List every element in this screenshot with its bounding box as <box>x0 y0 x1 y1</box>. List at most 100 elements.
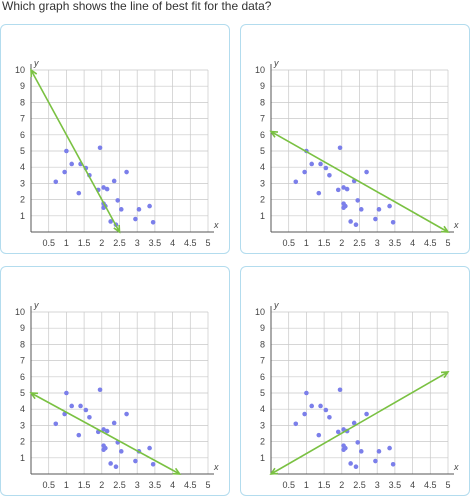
data-point <box>76 190 82 196</box>
data-point <box>133 216 138 222</box>
y-axis-label: y <box>33 58 39 68</box>
x-tick-label: 1.5 <box>318 238 331 248</box>
data-point <box>343 203 348 209</box>
data-point <box>115 198 121 203</box>
data-point <box>64 390 69 396</box>
x-tick-label: 1 <box>304 480 309 490</box>
y-axis-label: y <box>33 300 39 310</box>
x-tick-label: 0.5 <box>282 480 295 490</box>
fit-line-arrowhead <box>440 371 450 379</box>
answer-option-4[interactable]: 0.5 1 1.5 2 2.5 3 3.5 4 4.5 5 1 2 3 4 5 6 7 8 9 10 x y <box>240 266 470 496</box>
y-tick-label: 1 <box>260 453 265 463</box>
data-point <box>111 420 117 426</box>
x-tick-label: 2.5 <box>353 238 366 248</box>
y-tick-label: 4 <box>260 162 265 172</box>
scatter-plot-3: 0.5 1 1.5 2 2.5 3 3.5 4 4.5 5 1 2 3 4 5 6 7 8 9 10 x y <box>15 300 219 490</box>
data-point <box>147 203 152 209</box>
fit-line-arrowhead <box>440 225 450 233</box>
answer-option-2[interactable]: 0.5 1 1.5 2 2.5 3 3.5 4 4.5 5 1 2 3 4 5 6 7 8 9 10 x y <box>240 24 470 254</box>
x-tick-label: 5 <box>205 238 210 248</box>
y-tick-label: 1 <box>20 211 25 221</box>
y-tick-label: 6 <box>20 372 25 382</box>
data-point <box>111 178 117 184</box>
y-tick-label: 4 <box>20 404 25 414</box>
x-tick-label: 4 <box>170 480 175 490</box>
data-point <box>316 190 322 196</box>
data-point <box>390 461 396 467</box>
y-tick-label: 2 <box>260 195 265 205</box>
y-tick-label: 5 <box>260 146 265 156</box>
data-point <box>150 219 156 225</box>
y-tick-label: 9 <box>20 81 25 91</box>
data-point <box>337 387 343 393</box>
fit-line-arrowhead <box>269 467 279 475</box>
y-tick-label: 7 <box>260 356 265 366</box>
data-point <box>118 449 124 454</box>
y-tick-label: 10 <box>15 65 25 75</box>
x-tick-label: 3 <box>375 480 380 490</box>
data-point <box>293 179 299 185</box>
fit-line-arrowhead <box>30 68 38 78</box>
scatter-plot-4: 0.5 1 1.5 2 2.5 3 3.5 4 4.5 5 1 2 3 4 5 6 7 8 9 10 x y <box>255 300 459 490</box>
y-tick-label: 7 <box>260 114 265 124</box>
x-tick-label: 1.5 <box>78 238 91 248</box>
x-tick-label: 5 <box>205 480 210 490</box>
y-tick-label: 7 <box>20 356 25 366</box>
data-point <box>387 203 392 209</box>
x-tick-label: 3.5 <box>149 480 162 490</box>
data-point <box>69 403 75 409</box>
data-point <box>147 445 152 451</box>
x-axis-label: x <box>213 462 219 472</box>
x-tick-label: 4 <box>410 480 415 490</box>
data-point <box>304 390 309 396</box>
data-point <box>376 207 382 212</box>
data-point <box>97 387 103 393</box>
fit-line-arrowhead <box>172 467 182 475</box>
data-point <box>101 427 106 432</box>
fit-line-arrowhead <box>113 224 121 234</box>
x-tick-label: 1.5 <box>78 480 91 490</box>
fit-line <box>30 69 121 233</box>
x-tick-label: 4.5 <box>184 238 197 248</box>
data-point <box>323 165 329 171</box>
data-point <box>87 415 92 420</box>
x-tick-label: 1 <box>304 238 309 248</box>
data-point <box>318 403 323 409</box>
fit-line <box>270 130 449 233</box>
data-point <box>104 186 110 192</box>
y-tick-label: 3 <box>260 178 265 188</box>
answer-option-1[interactable]: 0.5 1 1.5 2 2.5 3 3.5 4 4.5 5 1 2 3 4 5 6 7 8 9 10 x y <box>0 24 230 254</box>
x-tick-label: 2.5 <box>113 238 126 248</box>
y-tick-label: 5 <box>260 388 265 398</box>
data-point <box>355 198 361 203</box>
x-tick-label: 0.5 <box>42 480 55 490</box>
y-tick-label: 2 <box>260 437 265 447</box>
scatter-plot-2: 0.5 1 1.5 2 2.5 3 3.5 4 4.5 5 1 2 3 4 5 6 7 8 9 10 x y <box>255 58 459 248</box>
data-point <box>136 207 142 212</box>
x-tick-label: 1.5 <box>318 480 331 490</box>
x-axis-label: x <box>453 462 459 472</box>
data-point <box>335 187 341 193</box>
data-point <box>343 445 348 451</box>
x-tick-label: 3.5 <box>389 480 402 490</box>
data-point <box>323 407 329 413</box>
x-tick-label: 2 <box>339 480 344 490</box>
y-tick-label: 6 <box>260 130 265 140</box>
y-tick-label: 5 <box>20 146 25 156</box>
data-point <box>69 161 75 167</box>
data-point <box>390 219 396 225</box>
data-point <box>53 421 59 427</box>
data-point <box>76 432 82 438</box>
data-point <box>335 429 341 435</box>
x-tick-label: 0.5 <box>42 238 55 248</box>
y-tick-label: 1 <box>20 453 25 463</box>
answer-option-3[interactable]: 0.5 1 1.5 2 2.5 3 3.5 4 4.5 5 1 2 3 4 5 6 7 8 9 10 x y <box>0 266 230 496</box>
x-tick-label: 3 <box>375 238 380 248</box>
data-point <box>373 458 378 464</box>
data-point <box>78 403 83 409</box>
y-tick-label: 10 <box>255 307 265 317</box>
y-axis-label: y <box>273 58 279 68</box>
data-point <box>327 173 332 178</box>
x-tick-label: 3 <box>135 238 140 248</box>
y-tick-label: 8 <box>260 339 265 349</box>
